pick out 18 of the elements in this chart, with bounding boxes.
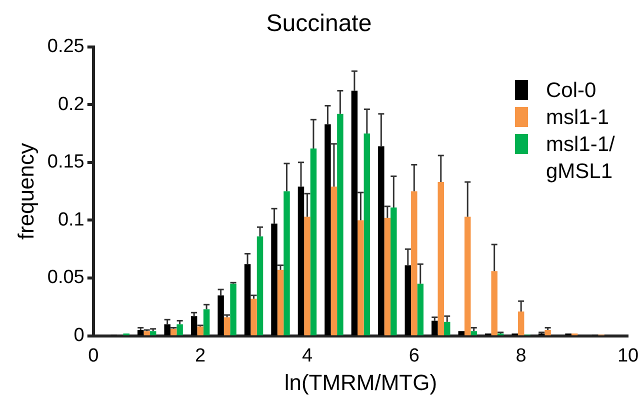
x-tick-label: 2 — [195, 345, 206, 366]
y-tick-label: 0.2 — [58, 94, 84, 115]
legend-label: msl1-1/gMSL1 — [546, 132, 615, 183]
y-tick-label: 0.15 — [47, 152, 84, 173]
legend-label: Col-0 — [546, 78, 596, 102]
x-tick-label: 0 — [88, 345, 99, 366]
x-tick-label: 4 — [302, 345, 313, 366]
y-axis-title: frequency — [13, 142, 38, 240]
x-tick-label: 8 — [516, 345, 526, 366]
y-tick-label: 0.25 — [47, 36, 84, 58]
x-axis-title: ln(TMRM/MTG) — [284, 370, 438, 395]
y-tick-label: 0.05 — [47, 267, 84, 288]
x-tick-label: 10 — [617, 345, 639, 366]
y-tick-label: 0.1 — [58, 209, 84, 230]
chart-title: Succinate — [266, 10, 372, 38]
x-tick-label: 6 — [408, 345, 420, 366]
legend-label: msl1-1 — [546, 106, 610, 129]
y-tick-label: 0 — [74, 325, 84, 346]
